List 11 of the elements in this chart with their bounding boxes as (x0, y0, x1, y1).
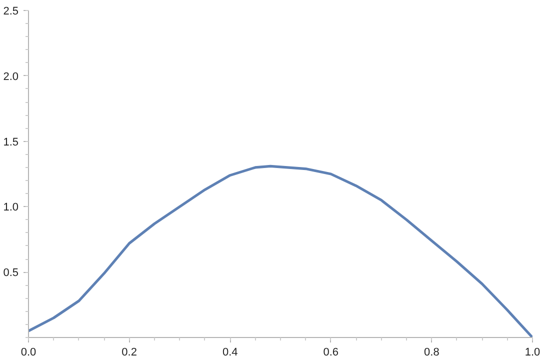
x-tick-label: 0.0 (20, 346, 36, 358)
y-tick-label: 0.5 (3, 267, 19, 280)
y-tick-label: 1.5 (3, 136, 19, 148)
x-tick-label: 0.4 (222, 346, 238, 358)
y-tick-label: 2.5 (3, 6, 19, 18)
x-tick-label: 0.8 (424, 346, 440, 358)
x-tick-label: 1.0 (524, 346, 540, 358)
x-tick-label: 0.6 (323, 346, 339, 358)
y-tick-label: 2.0 (3, 70, 19, 83)
y-tick-label: 1.0 (3, 202, 19, 214)
x-tick-label: 0.2 (122, 346, 137, 358)
